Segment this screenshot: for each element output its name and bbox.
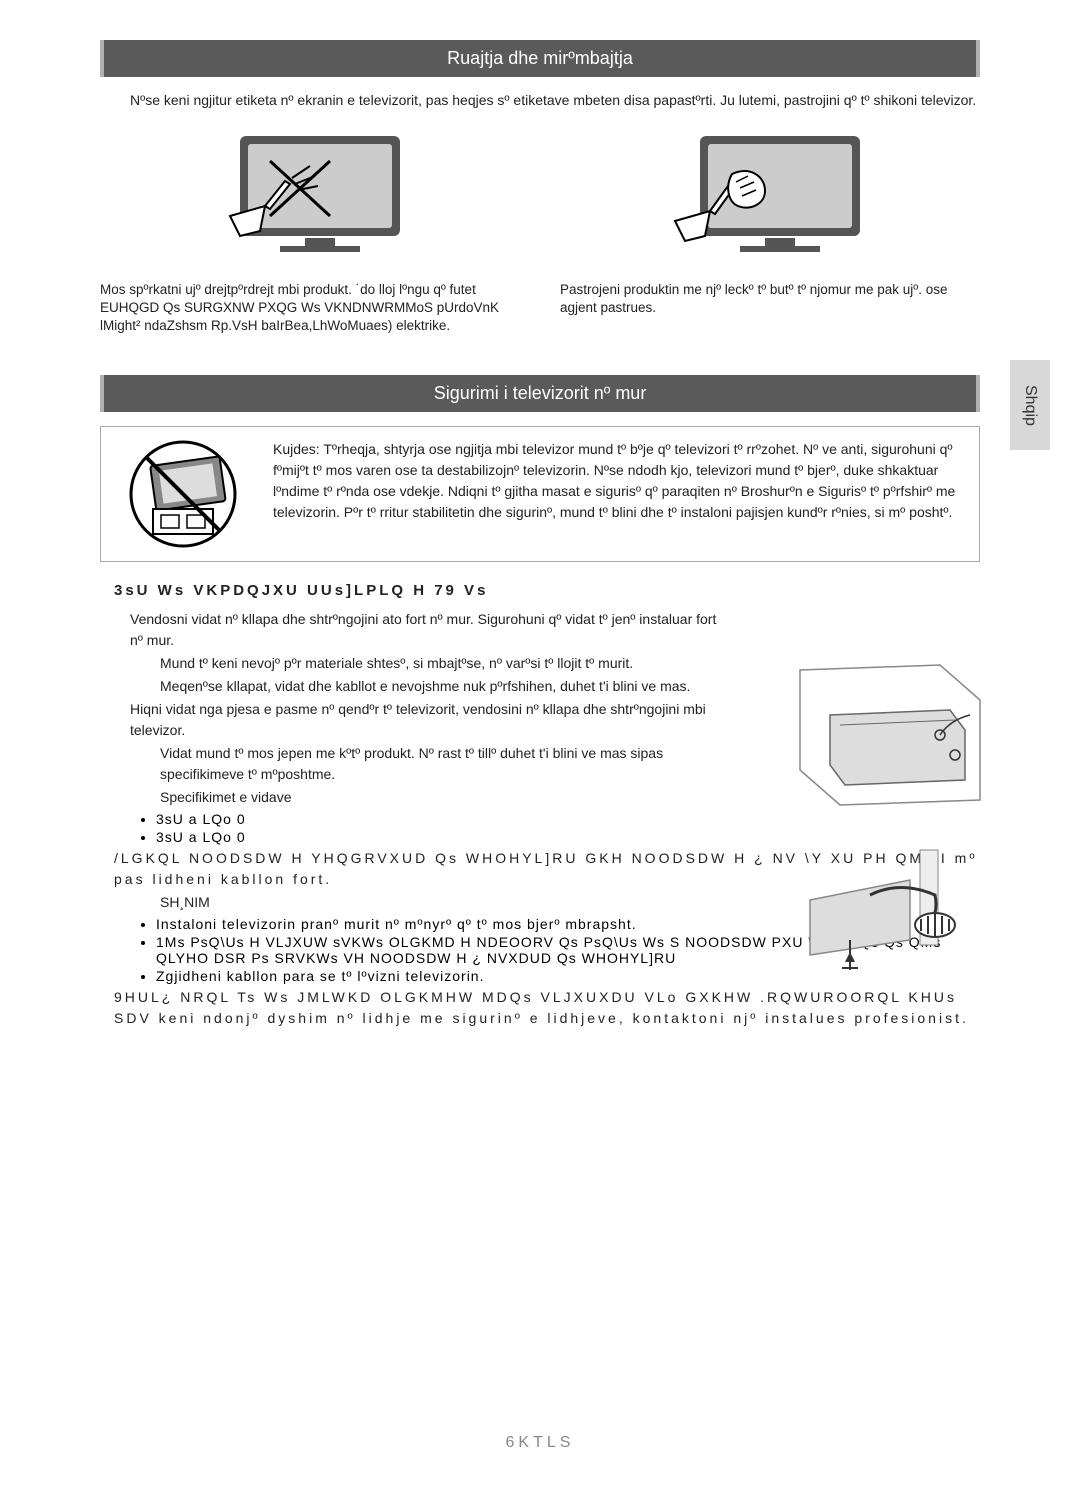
- section-header-wallmount: Sigurimi i televizorit nº mur: [100, 375, 980, 412]
- figure-row: Mos spºrkatni ujº drejtpºrdrejt mbi prod…: [100, 121, 980, 336]
- paragraph: Vendosni vidat nº kllapa dhe shtrºngojin…: [130, 609, 720, 651]
- warning-text: Kujdes: Tºrheqja, shtyrja ose ngjitja mb…: [273, 439, 967, 523]
- caption-left: Mos spºrkatni ujº drejtpºrdrejt mbi prod…: [100, 281, 520, 336]
- tipping-warning-icon: [113, 439, 253, 549]
- body-text-block: Vendosni vidat nº kllapa dhe shtrºngojin…: [100, 609, 720, 808]
- paragraph: Specifikimet e vidave: [130, 787, 720, 808]
- language-tab: Shqip: [1010, 360, 1050, 450]
- figure-cable-anchor: [790, 840, 990, 980]
- paragraph: Hiqni vidat nga pjesa e pasme nº qendºr …: [130, 699, 720, 741]
- body-text-block-3: 9HUL¿ NRQL Ts Ws JMLWKD OLGKMHW MDQs VLJ…: [100, 987, 980, 1029]
- paragraph: Mund tº keni nevojº pºr materiale shtesº…: [130, 653, 720, 674]
- bullet-item: 3sU a LQo 0: [156, 810, 980, 828]
- paragraph: 9HUL¿ NRQL Ts Ws JMLWKD OLGKMHW MDQs VLJ…: [114, 987, 980, 1029]
- paragraph: Meqenºse kllapat, vidat dhe kabllot e ne…: [130, 676, 720, 697]
- subsection-heading: 3sU Ws VKPDQJXU UUs]LPLQ H 79 Vs: [114, 582, 980, 599]
- figure-spray-cloth: [560, 121, 980, 271]
- figure-spray-direct: [100, 121, 520, 271]
- paragraph: Vidat mund tº mos jepen me kºtº produkt.…: [130, 743, 720, 785]
- page-footer: 6KTLS: [0, 1434, 1080, 1452]
- section-header-maintenance: Ruajtja dhe mirºmbajtja: [100, 40, 980, 77]
- warning-box: Kujdes: Tºrheqja, shtyrja ose ngjitja mb…: [100, 426, 980, 562]
- intro-paragraph: Nºse keni ngjitur etiketa nº ekranin e t…: [100, 91, 980, 111]
- figure-wall-bracket: [790, 660, 990, 810]
- caption-right: Pastrojeni produktin me njº leckº tº but…: [560, 281, 980, 317]
- language-tab-label: Shqip: [1021, 385, 1039, 426]
